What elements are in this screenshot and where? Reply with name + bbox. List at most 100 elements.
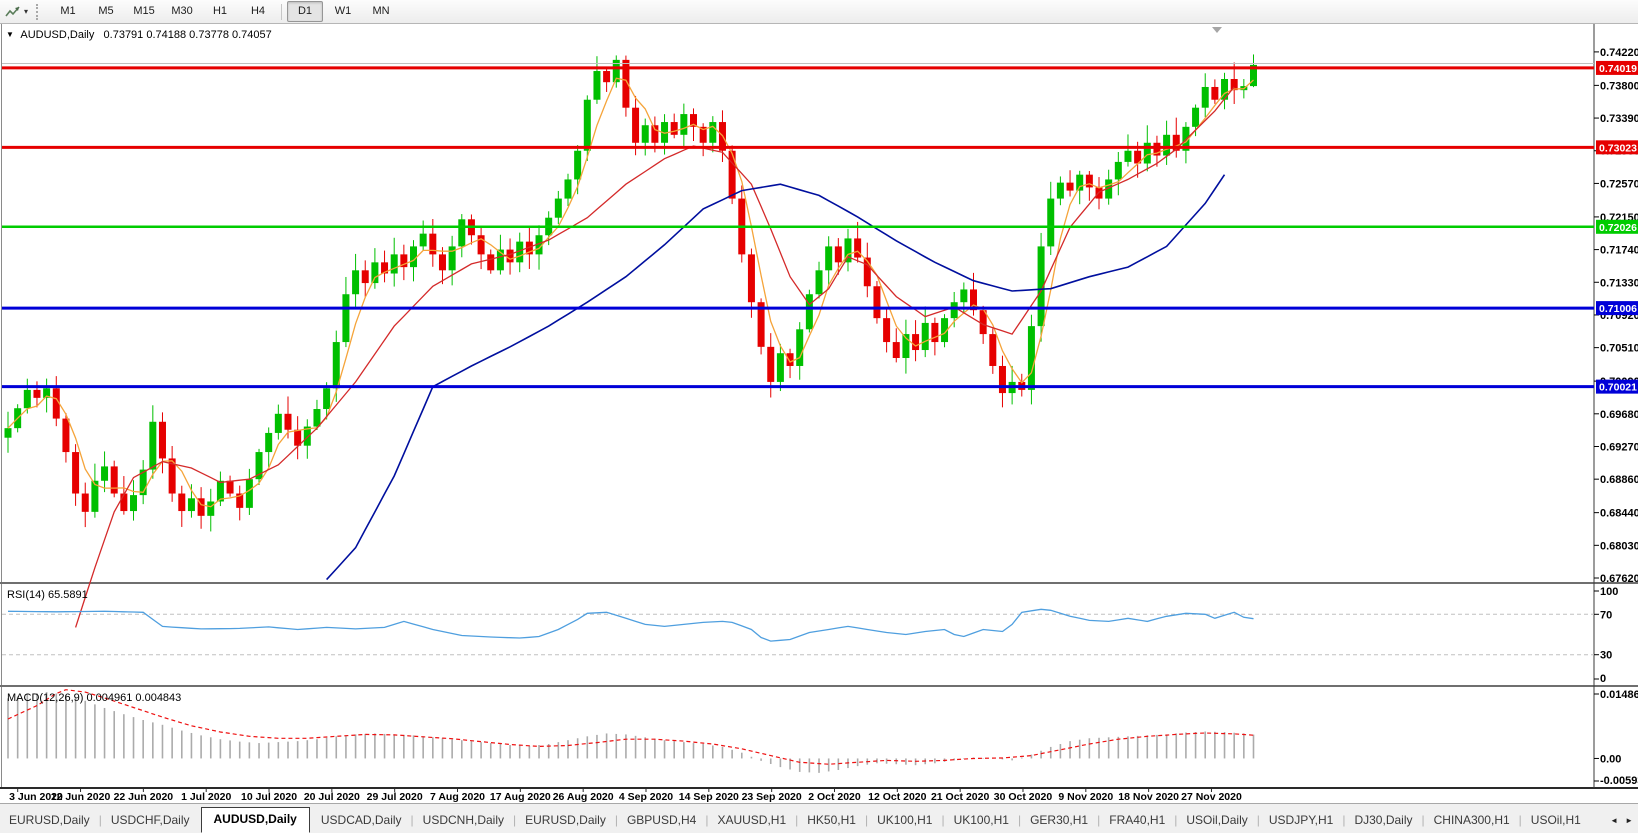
- svg-text:12 Jun 2020: 12 Jun 2020: [51, 791, 111, 803]
- svg-text:0.00: 0.00: [1600, 753, 1621, 765]
- svg-text:18 Nov 2020: 18 Nov 2020: [1118, 791, 1179, 803]
- ma-medium-line: [74, 86, 1235, 628]
- tab-scroll-right-icon[interactable]: ►: [1625, 816, 1633, 825]
- collapse-chart-icon[interactable]: ▼: [6, 30, 14, 39]
- timeframe-button-H4[interactable]: H4: [250, 5, 266, 17]
- svg-text:30 Oct 2020: 30 Oct 2020: [994, 791, 1053, 803]
- timeframe-button-M30[interactable]: M30: [171, 5, 193, 17]
- rsi-indicator-label: RSI(14) 65.5891: [7, 589, 88, 601]
- timeframe-button-M1[interactable]: M1: [60, 5, 76, 17]
- tab-USDCHF-Daily[interactable]: USDCHF,Daily: [110, 813, 190, 827]
- svg-text:4 Sep 2020: 4 Sep 2020: [619, 791, 673, 803]
- svg-text:0.74019: 0.74019: [1599, 63, 1637, 75]
- price-badge-0.72026: 0.72026: [1596, 219, 1638, 234]
- svg-text:0.67620: 0.67620: [1600, 573, 1638, 585]
- svg-text:21 Oct 2020: 21 Oct 2020: [931, 791, 990, 803]
- price-badge-0.73023: 0.73023: [1596, 140, 1638, 155]
- tab-UK100-H1[interactable]: UK100,H1: [877, 813, 933, 827]
- price-axis[interactable]: 0.742200.738000.733900.729800.725700.721…: [1594, 47, 1638, 585]
- svg-text:12 Oct 2020: 12 Oct 2020: [868, 791, 927, 803]
- chart-title: ▼ AUDUSD,Daily 0.73791 0.74188 0.73778 0…: [6, 29, 272, 41]
- tab-USDJPY-H1[interactable]: USDJPY,H1: [1268, 813, 1334, 827]
- tab-FRA40-H1[interactable]: FRA40,H1: [1109, 813, 1166, 827]
- tab-HK50-H1[interactable]: HK50,H1: [807, 813, 856, 827]
- svg-text:2 Oct 2020: 2 Oct 2020: [808, 791, 861, 803]
- svg-text:17 Aug 2020: 17 Aug 2020: [490, 791, 551, 803]
- tab-scroll-left-icon[interactable]: ◄: [1610, 816, 1619, 825]
- macd-indicator-label: MACD(12,26,9) 0.004961 0.004843: [7, 692, 182, 704]
- tab-USDCAD-Daily[interactable]: USDCAD,Daily: [320, 813, 402, 827]
- tab-GBPUSD-H4[interactable]: GBPUSD,H4: [626, 813, 697, 827]
- timeframe-button-M15[interactable]: M15: [133, 5, 155, 17]
- svg-text:22 Jun 2020: 22 Jun 2020: [114, 791, 174, 803]
- tab-CHINA300-H1[interactable]: CHINA300,H1: [1433, 813, 1510, 827]
- svg-text:0.73023: 0.73023: [1599, 142, 1637, 154]
- price-badge-0.70021: 0.70021: [1596, 379, 1638, 394]
- toolbar-grip[interactable]: [36, 3, 42, 20]
- tab-AUDUSD-Daily[interactable]: AUDUSD,Daily: [200, 807, 310, 833]
- tab-separator: |: [705, 813, 709, 827]
- timeframe-button-W1[interactable]: W1: [334, 5, 352, 17]
- tab-EURUSD-Daily[interactable]: EURUSD,Daily: [525, 813, 606, 827]
- tab-USOil-Daily[interactable]: USOil,Daily: [1186, 813, 1248, 827]
- svg-text:3 Jun 2020: 3 Jun 2020: [9, 791, 63, 803]
- tab-separator: |: [1518, 813, 1522, 827]
- svg-text:-0.005938: -0.005938: [1600, 775, 1638, 787]
- svg-text:0.71006: 0.71006: [1599, 303, 1637, 315]
- tab-scroll-arrows: ◄ ►: [1610, 816, 1638, 833]
- svg-text:100: 100: [1600, 586, 1618, 598]
- svg-text:23 Sep 2020: 23 Sep 2020: [742, 791, 802, 803]
- tab-separator: |: [410, 813, 414, 827]
- svg-text:27 Nov 2020: 27 Nov 2020: [1181, 791, 1242, 803]
- tab-DJ30-Daily[interactable]: DJ30,Daily: [1354, 813, 1413, 827]
- svg-text:0.70021: 0.70021: [1599, 382, 1637, 394]
- ma-slow-line: [326, 174, 1226, 581]
- tab-separator: |: [795, 813, 799, 827]
- svg-text:9 Nov 2020: 9 Nov 2020: [1058, 791, 1113, 803]
- svg-text:0: 0: [1600, 673, 1606, 685]
- chart-tool-dropdown-icon[interactable]: ▾: [24, 7, 29, 16]
- tab-EURUSD-Daily[interactable]: EURUSD,Daily: [9, 813, 90, 827]
- chart-title-ohlc: 0.73791 0.74188 0.73778 0.74057: [103, 29, 272, 41]
- timeframe-button-H1[interactable]: H1: [212, 5, 228, 17]
- toolbar-separator: [281, 3, 283, 20]
- tab-UK100-H1[interactable]: UK100,H1: [953, 813, 1009, 827]
- svg-text:7 Aug 2020: 7 Aug 2020: [430, 791, 485, 803]
- svg-text:0.73390: 0.73390: [1600, 113, 1638, 125]
- chart-shift-marker-icon[interactable]: [1212, 27, 1222, 33]
- ma-fast-line: [7, 77, 1254, 508]
- macd-axis: 0.014861 0.00 -0.005938: [1594, 689, 1638, 787]
- svg-text:0.68030: 0.68030: [1600, 540, 1638, 552]
- price-badge-0.71006: 0.71006: [1596, 301, 1638, 316]
- svg-text:29 Jul 2020: 29 Jul 2020: [367, 791, 423, 803]
- symbol-tabbar: EURUSD,Daily | USDCHF,Daily AUDUSD,Daily USD…: [0, 803, 1638, 833]
- tab-separator: |: [1097, 813, 1101, 827]
- timeframe-toolbar: ▾ M1 M5 M15 M30 H1 H4 D1 W1 MN: [0, 0, 1638, 24]
- svg-text:0.74220: 0.74220: [1600, 47, 1638, 59]
- chart-tool-icon[interactable]: [3, 3, 23, 21]
- svg-text:30: 30: [1600, 650, 1612, 662]
- svg-text:0.72026: 0.72026: [1599, 222, 1637, 234]
- svg-text:0.72570: 0.72570: [1600, 178, 1638, 190]
- tab-separator: |: [864, 813, 869, 827]
- tab-USDCNH-Daily[interactable]: USDCNH,Daily: [422, 813, 505, 827]
- tab-separator: |: [513, 813, 517, 827]
- svg-text:0.68860: 0.68860: [1600, 474, 1638, 486]
- timeframe-button-M5[interactable]: M5: [98, 5, 114, 17]
- timeframe-button-MN[interactable]: MN: [372, 5, 390, 17]
- chart-canvas[interactable]: 0.742200.738000.733900.729800.725700.721…: [0, 0, 1638, 803]
- svg-text:70: 70: [1600, 609, 1612, 621]
- tab-separator: |: [1174, 813, 1178, 827]
- tab-GER30-H1[interactable]: GER30,H1: [1030, 813, 1089, 827]
- pane-borders: [0, 23, 1638, 789]
- macd-histogram: [7, 692, 1255, 773]
- tab-separator: |: [1256, 813, 1260, 827]
- macd-signal-line: [7, 689, 1254, 765]
- timeframe-button-D1[interactable]: D1: [287, 1, 324, 22]
- tab-XAUUSD-H1[interactable]: XAUUSD,H1: [717, 813, 787, 827]
- candlestick-series: [4, 54, 1257, 532]
- svg-text:20 Jul 2020: 20 Jul 2020: [304, 791, 360, 803]
- tab-USOil-H1[interactable]: USOil,H1: [1530, 813, 1581, 827]
- rsi-level-lines: [2, 613, 1594, 656]
